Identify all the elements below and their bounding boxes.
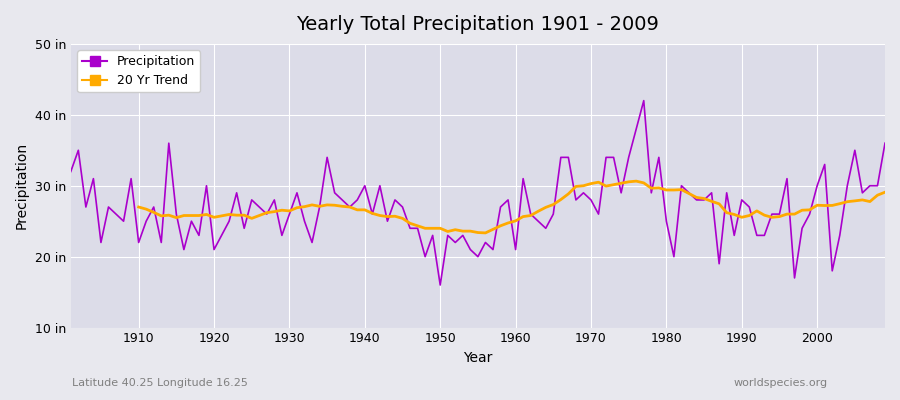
Text: Latitude 40.25 Longitude 16.25: Latitude 40.25 Longitude 16.25 <box>72 378 248 388</box>
Y-axis label: Precipitation: Precipitation <box>15 142 29 229</box>
Text: worldspecies.org: worldspecies.org <box>734 378 828 388</box>
X-axis label: Year: Year <box>464 351 492 365</box>
Title: Yearly Total Precipitation 1901 - 2009: Yearly Total Precipitation 1901 - 2009 <box>296 15 660 34</box>
Legend: Precipitation, 20 Yr Trend: Precipitation, 20 Yr Trend <box>77 50 201 92</box>
